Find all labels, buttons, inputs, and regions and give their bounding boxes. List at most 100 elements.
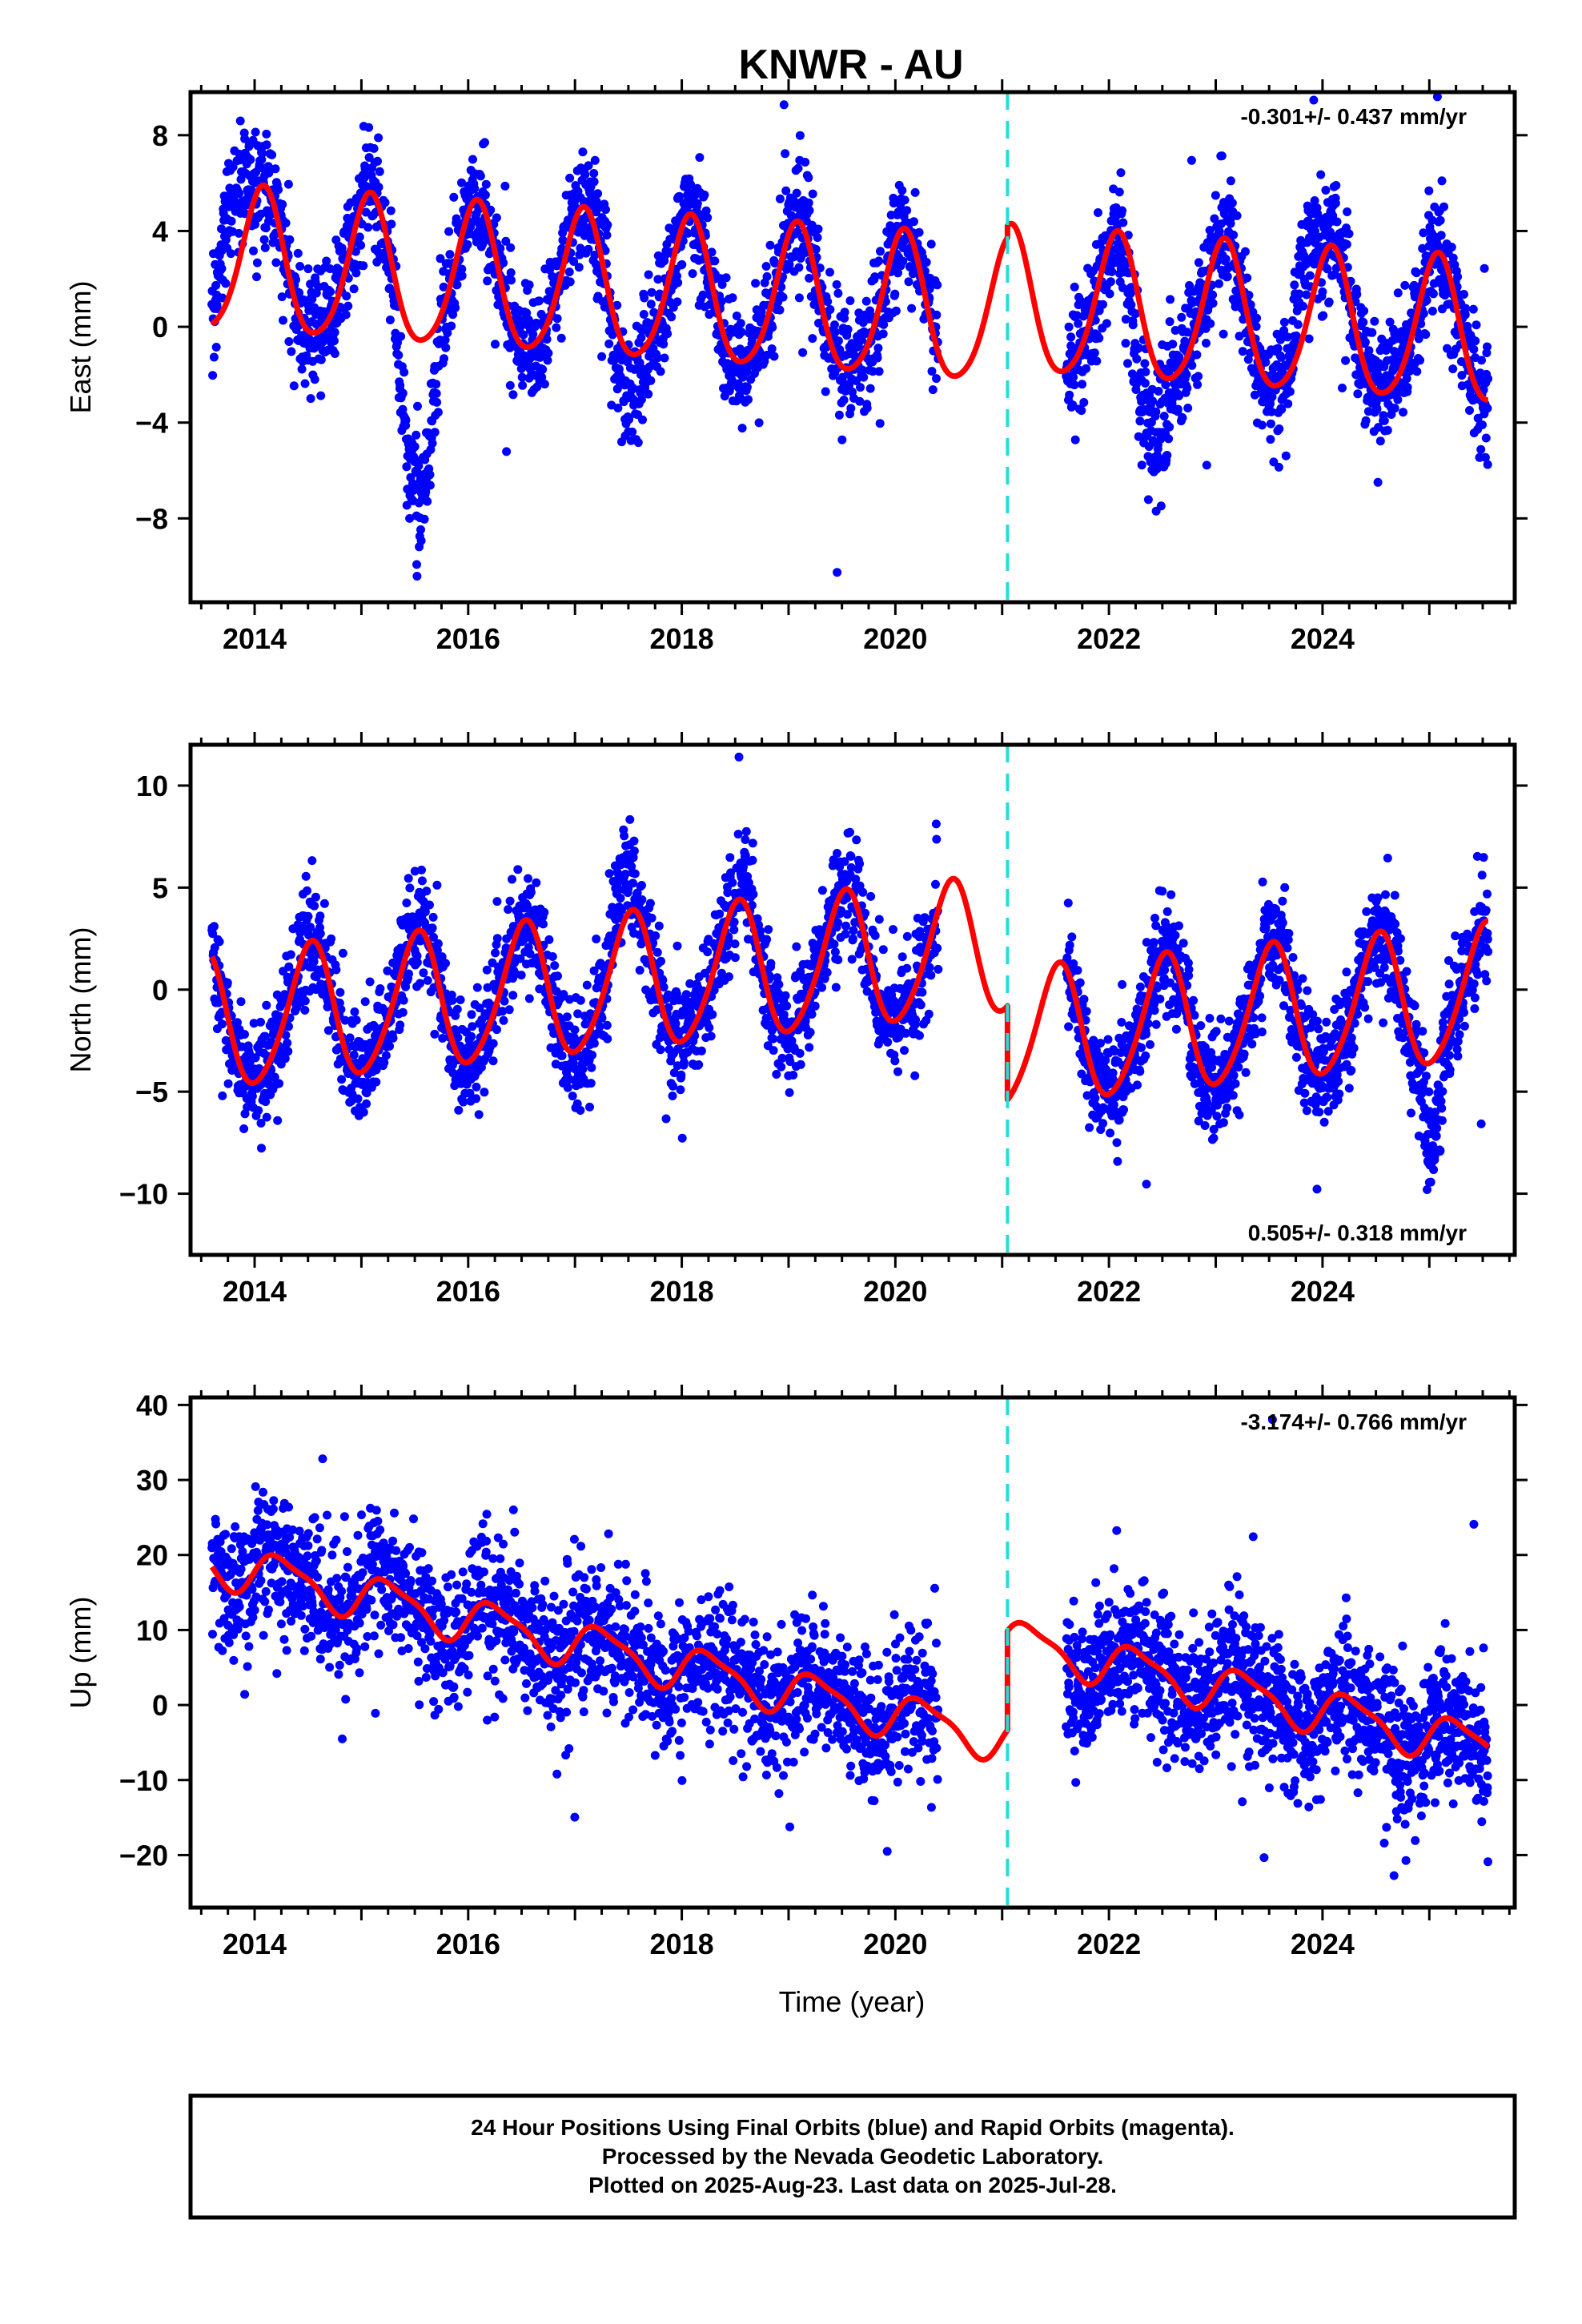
east-data-point bbox=[1421, 330, 1431, 340]
east-data-point bbox=[452, 280, 462, 290]
north-data-point bbox=[359, 1108, 368, 1117]
east-data-point bbox=[1215, 227, 1224, 236]
east-data-point bbox=[440, 354, 448, 364]
north-data-point bbox=[283, 1038, 292, 1047]
east-data-point bbox=[640, 293, 649, 303]
east-data-point bbox=[1215, 279, 1223, 288]
east-data-point bbox=[507, 275, 516, 285]
east-data-point bbox=[534, 296, 544, 306]
east-data-point bbox=[1414, 334, 1423, 344]
east-data-point bbox=[639, 310, 648, 319]
east-data-point bbox=[821, 387, 830, 396]
east-data-point bbox=[633, 438, 643, 448]
east-data-point bbox=[914, 227, 924, 237]
north-data-point bbox=[286, 950, 295, 959]
east-data-point bbox=[815, 263, 825, 273]
east-data-point bbox=[1229, 230, 1239, 239]
north-data-point bbox=[651, 931, 661, 940]
east-data-point bbox=[1310, 196, 1319, 205]
north-data-point bbox=[504, 905, 513, 915]
north-data-point bbox=[589, 1039, 599, 1048]
east-data-point bbox=[1275, 424, 1284, 433]
east-data-point bbox=[1251, 322, 1261, 332]
east-data-point bbox=[1102, 319, 1111, 328]
east-data-point bbox=[542, 335, 552, 344]
north-data-point bbox=[668, 1092, 677, 1100]
east-data-point bbox=[601, 205, 610, 215]
east-data-point bbox=[775, 305, 785, 315]
east-data-point bbox=[1468, 304, 1478, 314]
east-data-point bbox=[1324, 297, 1334, 307]
north-data-point bbox=[539, 919, 548, 929]
east-data-point bbox=[762, 271, 772, 281]
east-data-point bbox=[1364, 346, 1374, 356]
north-data-point bbox=[474, 1110, 484, 1120]
north-data-point bbox=[774, 979, 784, 989]
north-data-point bbox=[311, 892, 320, 902]
east-data-point bbox=[284, 337, 294, 346]
east-data-point bbox=[778, 292, 788, 302]
north-data-point bbox=[733, 830, 743, 839]
north-data-point bbox=[492, 1025, 501, 1035]
east-data-point bbox=[1316, 170, 1326, 179]
north-data-point bbox=[236, 997, 246, 1007]
east-data-point bbox=[1360, 337, 1370, 347]
east-data-point bbox=[326, 287, 335, 296]
east-data-point bbox=[445, 250, 455, 259]
east-data-point bbox=[1174, 391, 1184, 400]
east-data-point bbox=[291, 275, 300, 284]
north-data-point bbox=[705, 1023, 714, 1032]
east-data-point bbox=[289, 381, 299, 391]
east-data-point bbox=[1131, 309, 1140, 319]
east-data-point bbox=[1202, 460, 1211, 470]
east-data-point bbox=[522, 308, 532, 318]
east-data-point bbox=[604, 339, 614, 348]
east-data-point bbox=[793, 163, 803, 173]
east-data-point bbox=[262, 129, 271, 139]
north-data-point bbox=[480, 1088, 489, 1097]
east-data-point bbox=[1070, 435, 1080, 444]
east-data-point bbox=[412, 430, 421, 440]
east-data-point bbox=[246, 155, 255, 164]
east-data-point bbox=[830, 328, 840, 337]
east-data-point bbox=[597, 352, 607, 361]
east-data-point bbox=[801, 158, 810, 167]
east-data-point bbox=[1419, 228, 1428, 238]
east-data-point bbox=[683, 228, 693, 238]
east-data-point bbox=[770, 259, 780, 268]
east-data-point bbox=[837, 435, 847, 444]
north-data-point bbox=[669, 1081, 677, 1091]
east-data-point bbox=[552, 323, 561, 332]
north-data-point bbox=[396, 1020, 405, 1030]
east-data-point bbox=[1192, 350, 1202, 360]
north-data-point bbox=[725, 972, 733, 982]
east-data-point bbox=[1166, 295, 1175, 304]
north-data-point bbox=[628, 879, 637, 888]
north-data-point bbox=[223, 978, 232, 987]
east-data-point bbox=[235, 189, 244, 198]
east-data-point bbox=[808, 334, 817, 344]
east-data-point bbox=[612, 300, 622, 310]
east-data-point bbox=[794, 263, 804, 272]
north-data-point bbox=[586, 1079, 596, 1088]
north-data-point bbox=[654, 921, 664, 931]
north-data-point bbox=[353, 1094, 363, 1104]
east-data-point bbox=[1118, 206, 1127, 215]
north-data-point bbox=[405, 883, 415, 893]
east-data-point bbox=[736, 319, 745, 328]
east-data-point bbox=[891, 306, 901, 316]
east-data-point bbox=[638, 415, 647, 424]
east-data-point bbox=[480, 138, 489, 147]
east-data-point bbox=[436, 254, 445, 263]
east-data-point bbox=[447, 321, 456, 331]
north-data-point bbox=[319, 899, 329, 908]
east-data-point bbox=[402, 501, 412, 510]
north-data-point bbox=[532, 878, 541, 887]
east-data-point bbox=[1208, 299, 1218, 308]
east-data-point bbox=[1082, 364, 1091, 373]
east-data-point bbox=[603, 220, 612, 230]
east-data-point bbox=[898, 256, 908, 266]
east-data-point bbox=[840, 308, 849, 317]
